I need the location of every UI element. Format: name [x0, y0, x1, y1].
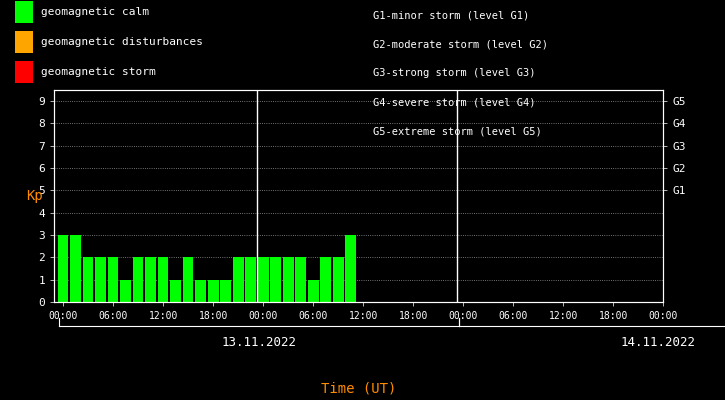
Text: geomagnetic storm: geomagnetic storm — [41, 67, 156, 77]
Bar — [245, 257, 256, 302]
Bar — [95, 257, 106, 302]
Bar — [270, 257, 281, 302]
Y-axis label: Kp: Kp — [26, 189, 43, 203]
Text: G2-moderate storm (level G2): G2-moderate storm (level G2) — [373, 39, 548, 49]
Text: 14.11.2022: 14.11.2022 — [621, 336, 696, 349]
Bar — [295, 257, 306, 302]
Bar — [308, 280, 318, 302]
Bar — [333, 257, 344, 302]
Bar — [220, 280, 231, 302]
Text: 13.11.2022: 13.11.2022 — [222, 336, 297, 349]
Bar — [208, 280, 218, 302]
Bar — [108, 257, 118, 302]
Text: G5-extreme storm (level G5): G5-extreme storm (level G5) — [373, 127, 542, 137]
Text: G3-strong storm (level G3): G3-strong storm (level G3) — [373, 68, 536, 78]
Text: geomagnetic disturbances: geomagnetic disturbances — [41, 37, 203, 47]
Bar — [233, 257, 244, 302]
Bar — [145, 257, 156, 302]
Text: G1-minor storm (level G1): G1-minor storm (level G1) — [373, 10, 530, 20]
Bar — [133, 257, 144, 302]
Bar — [158, 257, 168, 302]
Bar — [283, 257, 294, 302]
Bar — [120, 280, 131, 302]
Bar — [70, 235, 81, 302]
Bar — [195, 280, 206, 302]
Bar — [170, 280, 181, 302]
Bar — [58, 235, 68, 302]
Bar — [345, 235, 356, 302]
Bar — [258, 257, 268, 302]
Text: Time (UT): Time (UT) — [321, 382, 397, 396]
Bar — [183, 257, 194, 302]
Text: geomagnetic calm: geomagnetic calm — [41, 7, 149, 17]
Text: G4-severe storm (level G4): G4-severe storm (level G4) — [373, 98, 536, 108]
Bar — [320, 257, 331, 302]
Bar — [83, 257, 94, 302]
